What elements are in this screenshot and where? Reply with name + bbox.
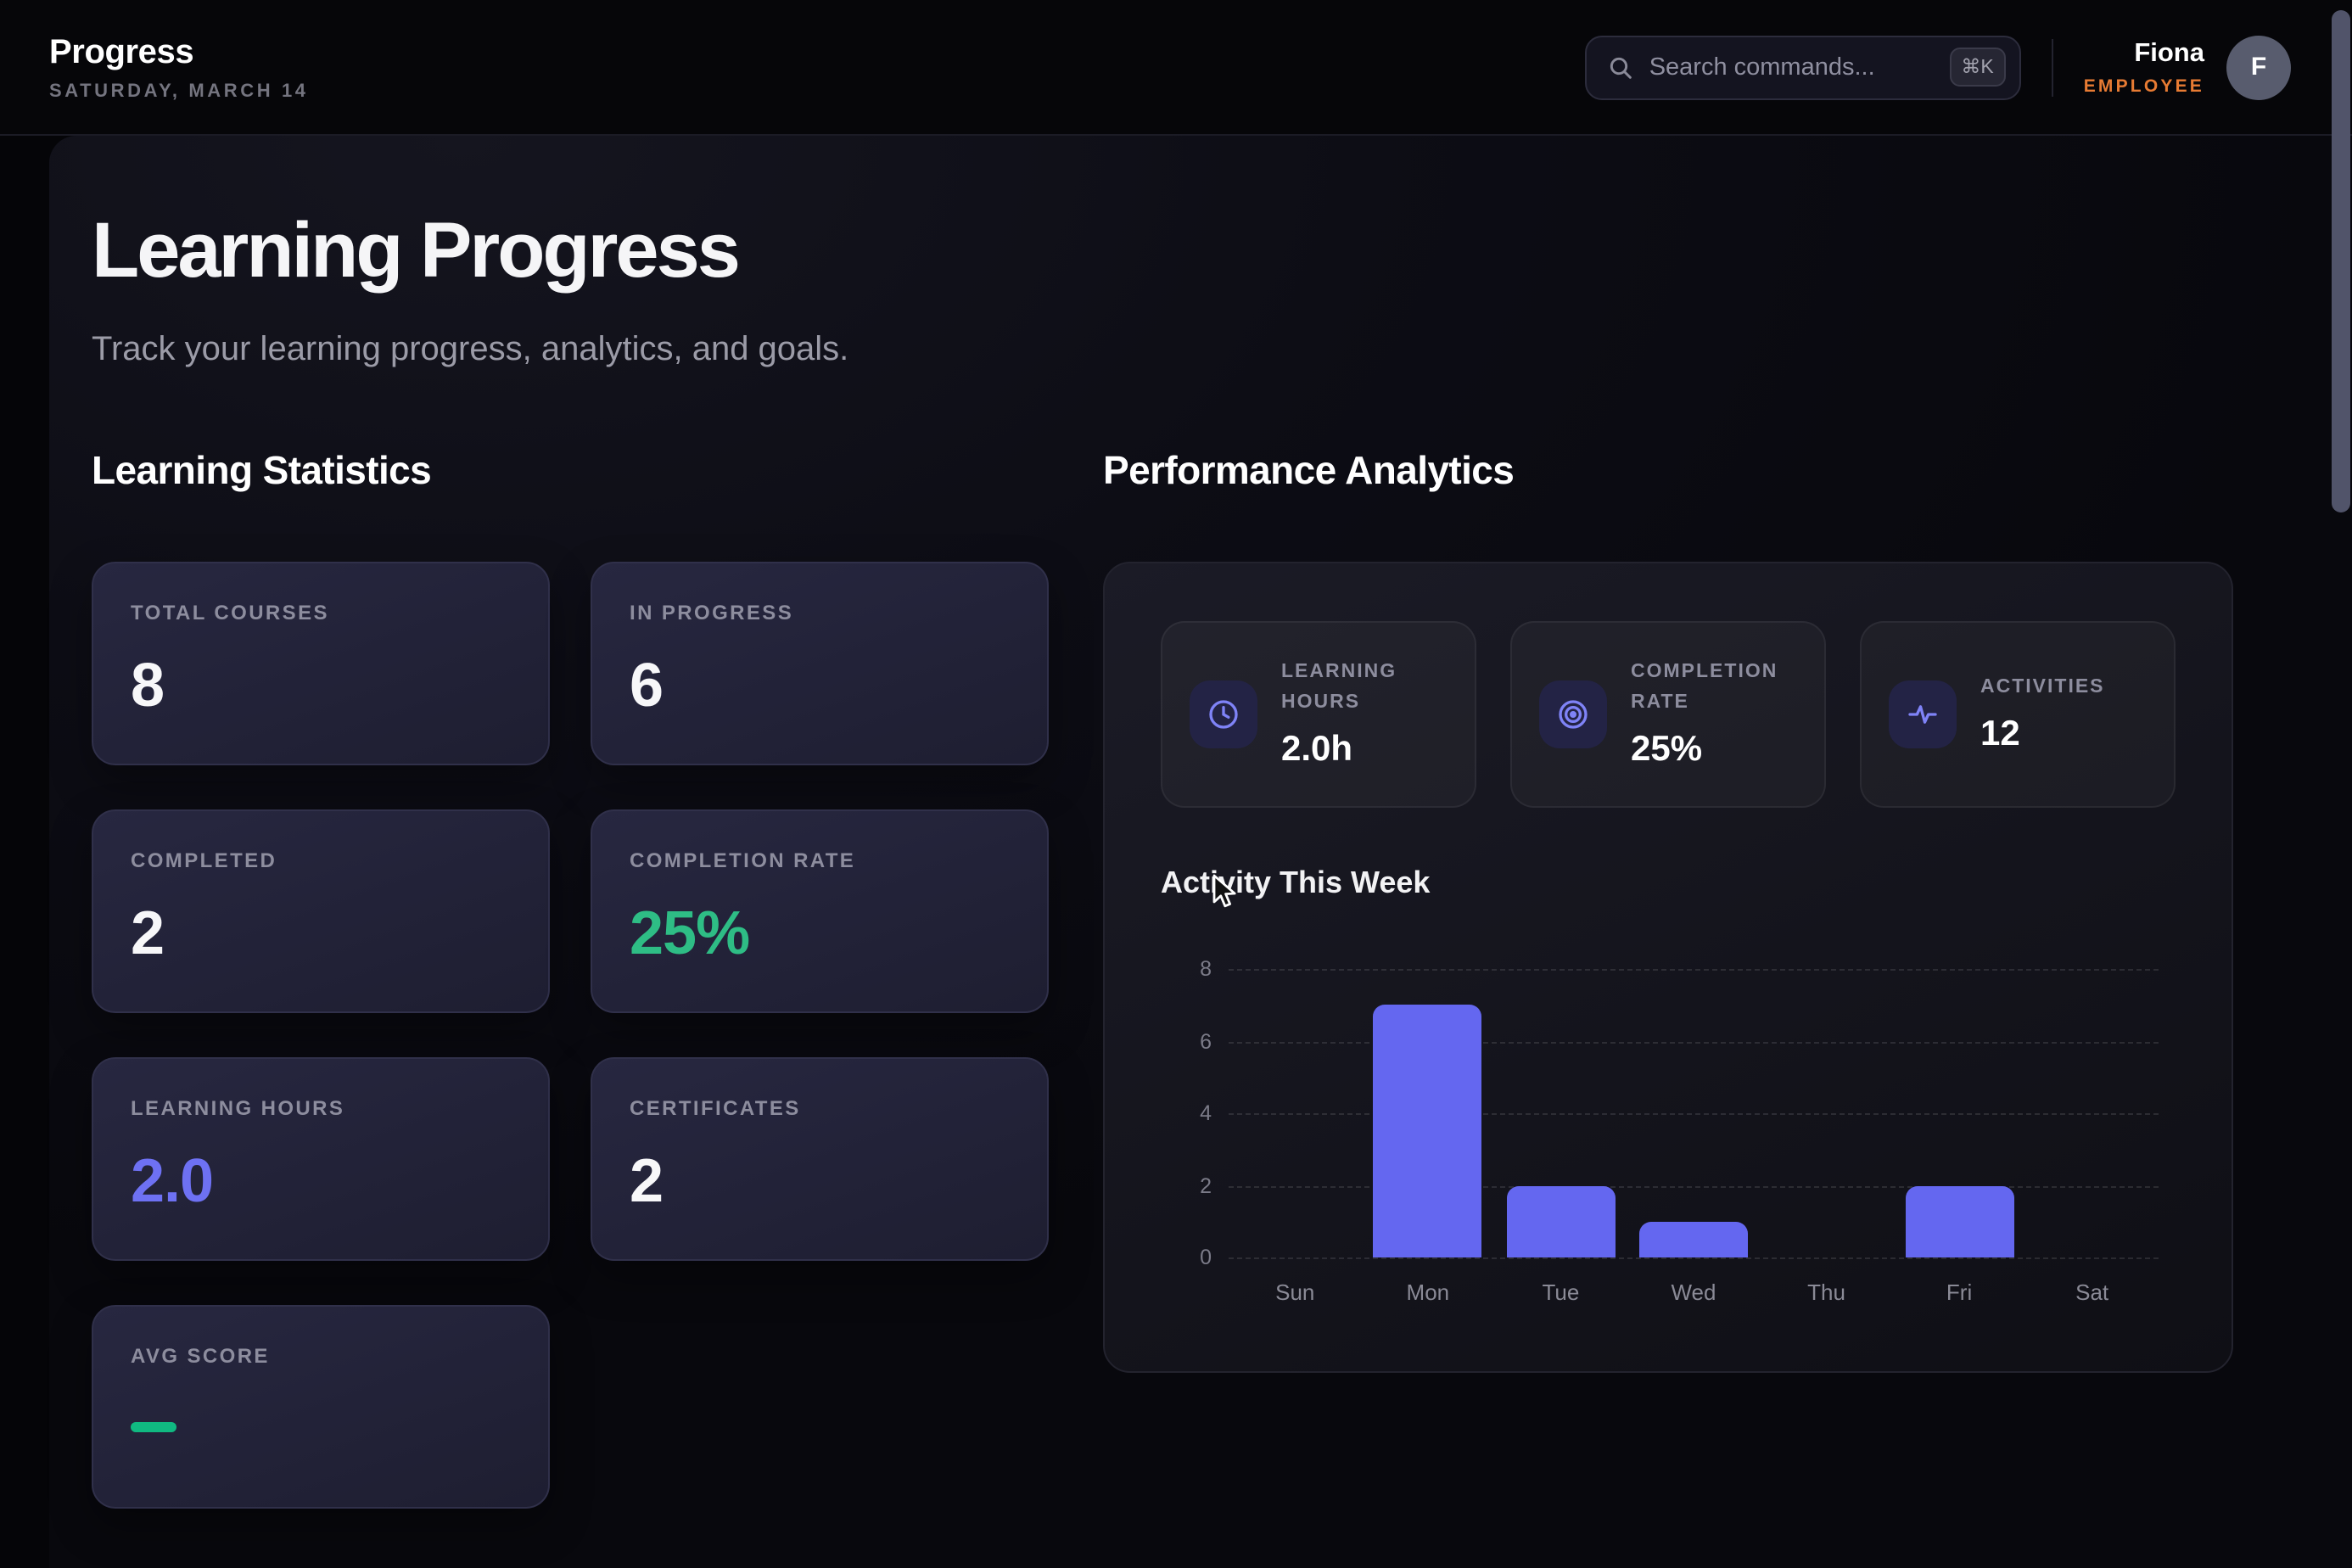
- kpi-value: 12: [1980, 714, 2020, 754]
- page-header-title: Progress: [49, 33, 194, 70]
- chart-plot: 0 2 4 6 8: [1200, 957, 2159, 1269]
- bar-Wed[interactable]: [1638, 1221, 1748, 1257]
- stat-label: TOTAL COURSES: [131, 601, 329, 624]
- bar-Mon[interactable]: [1373, 1005, 1482, 1257]
- stat-label: AVG SCORE: [131, 1344, 270, 1368]
- mouse-cursor-icon: [1212, 874, 1240, 911]
- stat-value: 2: [131, 898, 165, 967]
- performance-analytics-heading: Performance Analytics: [1103, 448, 1515, 492]
- bar-slot-Wed: [1627, 969, 1761, 1257]
- stat-card-completed: COMPLETED 2: [92, 809, 550, 1013]
- learning-statistics-heading: Learning Statistics: [92, 448, 432, 492]
- gridline-y-8: [1229, 969, 2159, 971]
- stat-label: IN PROGRESS: [630, 601, 794, 624]
- activity-icon: [1889, 680, 1957, 748]
- gridline-y-2: [1229, 1185, 2159, 1187]
- gridline-y-4: [1229, 1113, 2159, 1115]
- kpi-value: 25%: [1631, 730, 1703, 770]
- user-menu[interactable]: Fiona EMPLOYEE F: [2084, 35, 2291, 99]
- search-icon: [1607, 53, 1634, 81]
- stat-value: 25%: [630, 898, 750, 967]
- kpi-label: ACTIVITIES: [1980, 676, 2105, 697]
- main-content: Learning Progress Track your learning pr…: [49, 136, 2352, 1568]
- header-divider: [2051, 38, 2053, 96]
- header-title-block: Progress SATURDAY, MARCH 14: [49, 33, 309, 101]
- command-shortcut-badge: ⌘K: [1949, 48, 2006, 87]
- bar-slot-Mon: [1362, 969, 1495, 1257]
- page-subtitle: Track your learning progress, analytics,…: [92, 331, 849, 368]
- stat-card-completion-rate: COMPLETION RATE 25%: [591, 809, 1049, 1013]
- kpi-label: COMPLETION RATE: [1631, 661, 1778, 712]
- stat-card-avg-score: AVG SCORE: [92, 1305, 550, 1509]
- y-tick-label: 0: [1200, 1246, 1212, 1269]
- chart-x-axis-labels: Sun Mon Tue Wed Thu Fri Sat: [1229, 1280, 2159, 1305]
- search-input[interactable]: Search commands... ⌘K: [1584, 35, 2021, 99]
- x-axis-label-Tue: Tue: [1542, 1280, 1580, 1305]
- stats-grid: TOTAL COURSES 8 IN PROGRESS 6 COMPLETED …: [92, 562, 1049, 1509]
- user-name: Fiona: [2134, 38, 2204, 67]
- bar-Fri[interactable]: [1905, 1185, 2014, 1257]
- bar-slot-Thu: [1760, 969, 1893, 1257]
- kpi-label: LEARNING HOURS: [1281, 661, 1397, 712]
- bar-slot-Sun: [1229, 969, 1362, 1257]
- analytics-panel: LEARNING HOURS 2.0h COMPLETIO: [1103, 562, 2233, 1373]
- y-tick-label: 4: [1200, 1101, 1212, 1125]
- stat-value: 8: [131, 650, 165, 720]
- x-axis-label-Thu: Thu: [1807, 1280, 1845, 1305]
- stat-value: 2: [630, 1145, 664, 1215]
- user-role-badge: EMPLOYEE: [2083, 76, 2204, 96]
- vertical-scrollbar-thumb[interactable]: [2332, 10, 2350, 512]
- kpi-card-activities: ACTIVITIES 12: [1860, 621, 2176, 808]
- stat-label: LEARNING HOURS: [131, 1096, 345, 1120]
- x-axis-label-Sat: Sat: [2075, 1280, 2109, 1305]
- stat-value: 6: [630, 650, 664, 720]
- activity-bar-chart: 0 2 4 6 8 Sun Mon Tue Wed Thu Fri Sat: [1161, 957, 2176, 1305]
- bars-container: [1229, 969, 2159, 1257]
- kpi-card-learning-hours: LEARNING HOURS 2.0h: [1161, 621, 1476, 808]
- header-date: SATURDAY, MARCH 14: [49, 81, 309, 101]
- stat-label: CERTIFICATES: [630, 1096, 801, 1120]
- stat-label: COMPLETION RATE: [630, 848, 856, 872]
- top-bar: Progress SATURDAY, MARCH 14 Search comma…: [0, 0, 2352, 136]
- gridline-y-6: [1229, 1041, 2159, 1043]
- bar-slot-Tue: [1494, 969, 1627, 1257]
- y-tick-label: 8: [1200, 957, 1212, 981]
- x-axis-label-Fri: Fri: [1946, 1280, 1973, 1305]
- y-tick-label: 2: [1200, 1173, 1212, 1197]
- gridline-y-0: [1229, 1257, 2159, 1259]
- clock-icon: [1190, 680, 1257, 748]
- chart-title: Activity This Week: [1161, 865, 1431, 899]
- bar-slot-Fri: [1893, 969, 2026, 1257]
- bar-slot-Sat: [2025, 969, 2159, 1257]
- kpi-card-completion-rate: COMPLETION RATE 25%: [1510, 621, 1826, 808]
- x-axis-label-Wed: Wed: [1671, 1280, 1716, 1305]
- bar-Tue[interactable]: [1506, 1185, 1616, 1257]
- avatar[interactable]: F: [2226, 35, 2291, 99]
- page-title: Learning Progress: [92, 205, 741, 294]
- x-axis-label-Mon: Mon: [1406, 1280, 1450, 1305]
- stat-card-certificates: CERTIFICATES 2: [591, 1057, 1049, 1261]
- search-placeholder: Search commands...: [1649, 53, 1875, 81]
- y-tick-label: 6: [1200, 1029, 1212, 1053]
- kpi-row: LEARNING HOURS 2.0h COMPLETIO: [1161, 621, 2176, 808]
- stat-card-learning-hours: LEARNING HOURS 2.0: [92, 1057, 550, 1261]
- kpi-value: 2.0h: [1281, 730, 1353, 770]
- stat-label: COMPLETED: [131, 848, 277, 872]
- x-axis-label-Sun: Sun: [1275, 1280, 1315, 1305]
- stat-value: 2.0: [131, 1145, 214, 1215]
- target-icon: [1539, 680, 1607, 748]
- stat-card-in-progress: IN PROGRESS 6: [591, 562, 1049, 765]
- avg-score-dash: [131, 1422, 176, 1432]
- stat-card-total-courses: TOTAL COURSES 8: [92, 562, 550, 765]
